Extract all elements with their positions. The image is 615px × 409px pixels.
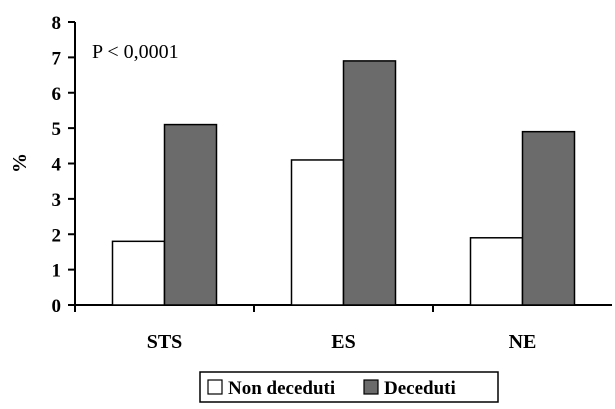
y-tick-label: 7 bbox=[52, 48, 62, 69]
x-tick-label: NE bbox=[509, 331, 537, 353]
y-axis-label: % bbox=[9, 153, 31, 173]
bar-non-deceduti-sts bbox=[111, 240, 166, 306]
legend: Non deceduti Deceduti bbox=[199, 371, 499, 403]
bars-layer bbox=[111, 60, 576, 306]
y-tick-label: 3 bbox=[52, 190, 62, 211]
legend-box bbox=[199, 371, 499, 403]
bar-non-deceduti-ne bbox=[469, 237, 524, 306]
labels-layer: P < 0,0001 % STS ES NE bbox=[9, 41, 536, 353]
p-value-annotation: P < 0,0001 bbox=[92, 41, 179, 63]
bar-deceduti-es bbox=[342, 60, 397, 306]
legend-label-deceduti: Deceduti bbox=[384, 378, 456, 399]
x-tick-label: STS bbox=[147, 331, 183, 353]
legend-label-non-deceduti: Non deceduti bbox=[228, 378, 335, 399]
legend-swatch-non-deceduti bbox=[207, 379, 223, 395]
y-tick-label: 6 bbox=[52, 84, 62, 105]
y-tick-label: 0 bbox=[52, 296, 62, 317]
bar-non-deceduti-es bbox=[290, 159, 345, 306]
legend-swatch-deceduti bbox=[363, 379, 379, 395]
bar-deceduti-sts bbox=[163, 123, 218, 306]
bar-deceduti-ne bbox=[521, 130, 576, 306]
y-tick-label: 1 bbox=[52, 261, 62, 282]
x-tick-label: ES bbox=[331, 331, 355, 353]
y-tick-label: 4 bbox=[52, 155, 62, 176]
y-tick-label: 5 bbox=[52, 119, 62, 140]
y-tick-label: 2 bbox=[52, 225, 62, 246]
y-tick-label: 8 bbox=[52, 13, 62, 34]
